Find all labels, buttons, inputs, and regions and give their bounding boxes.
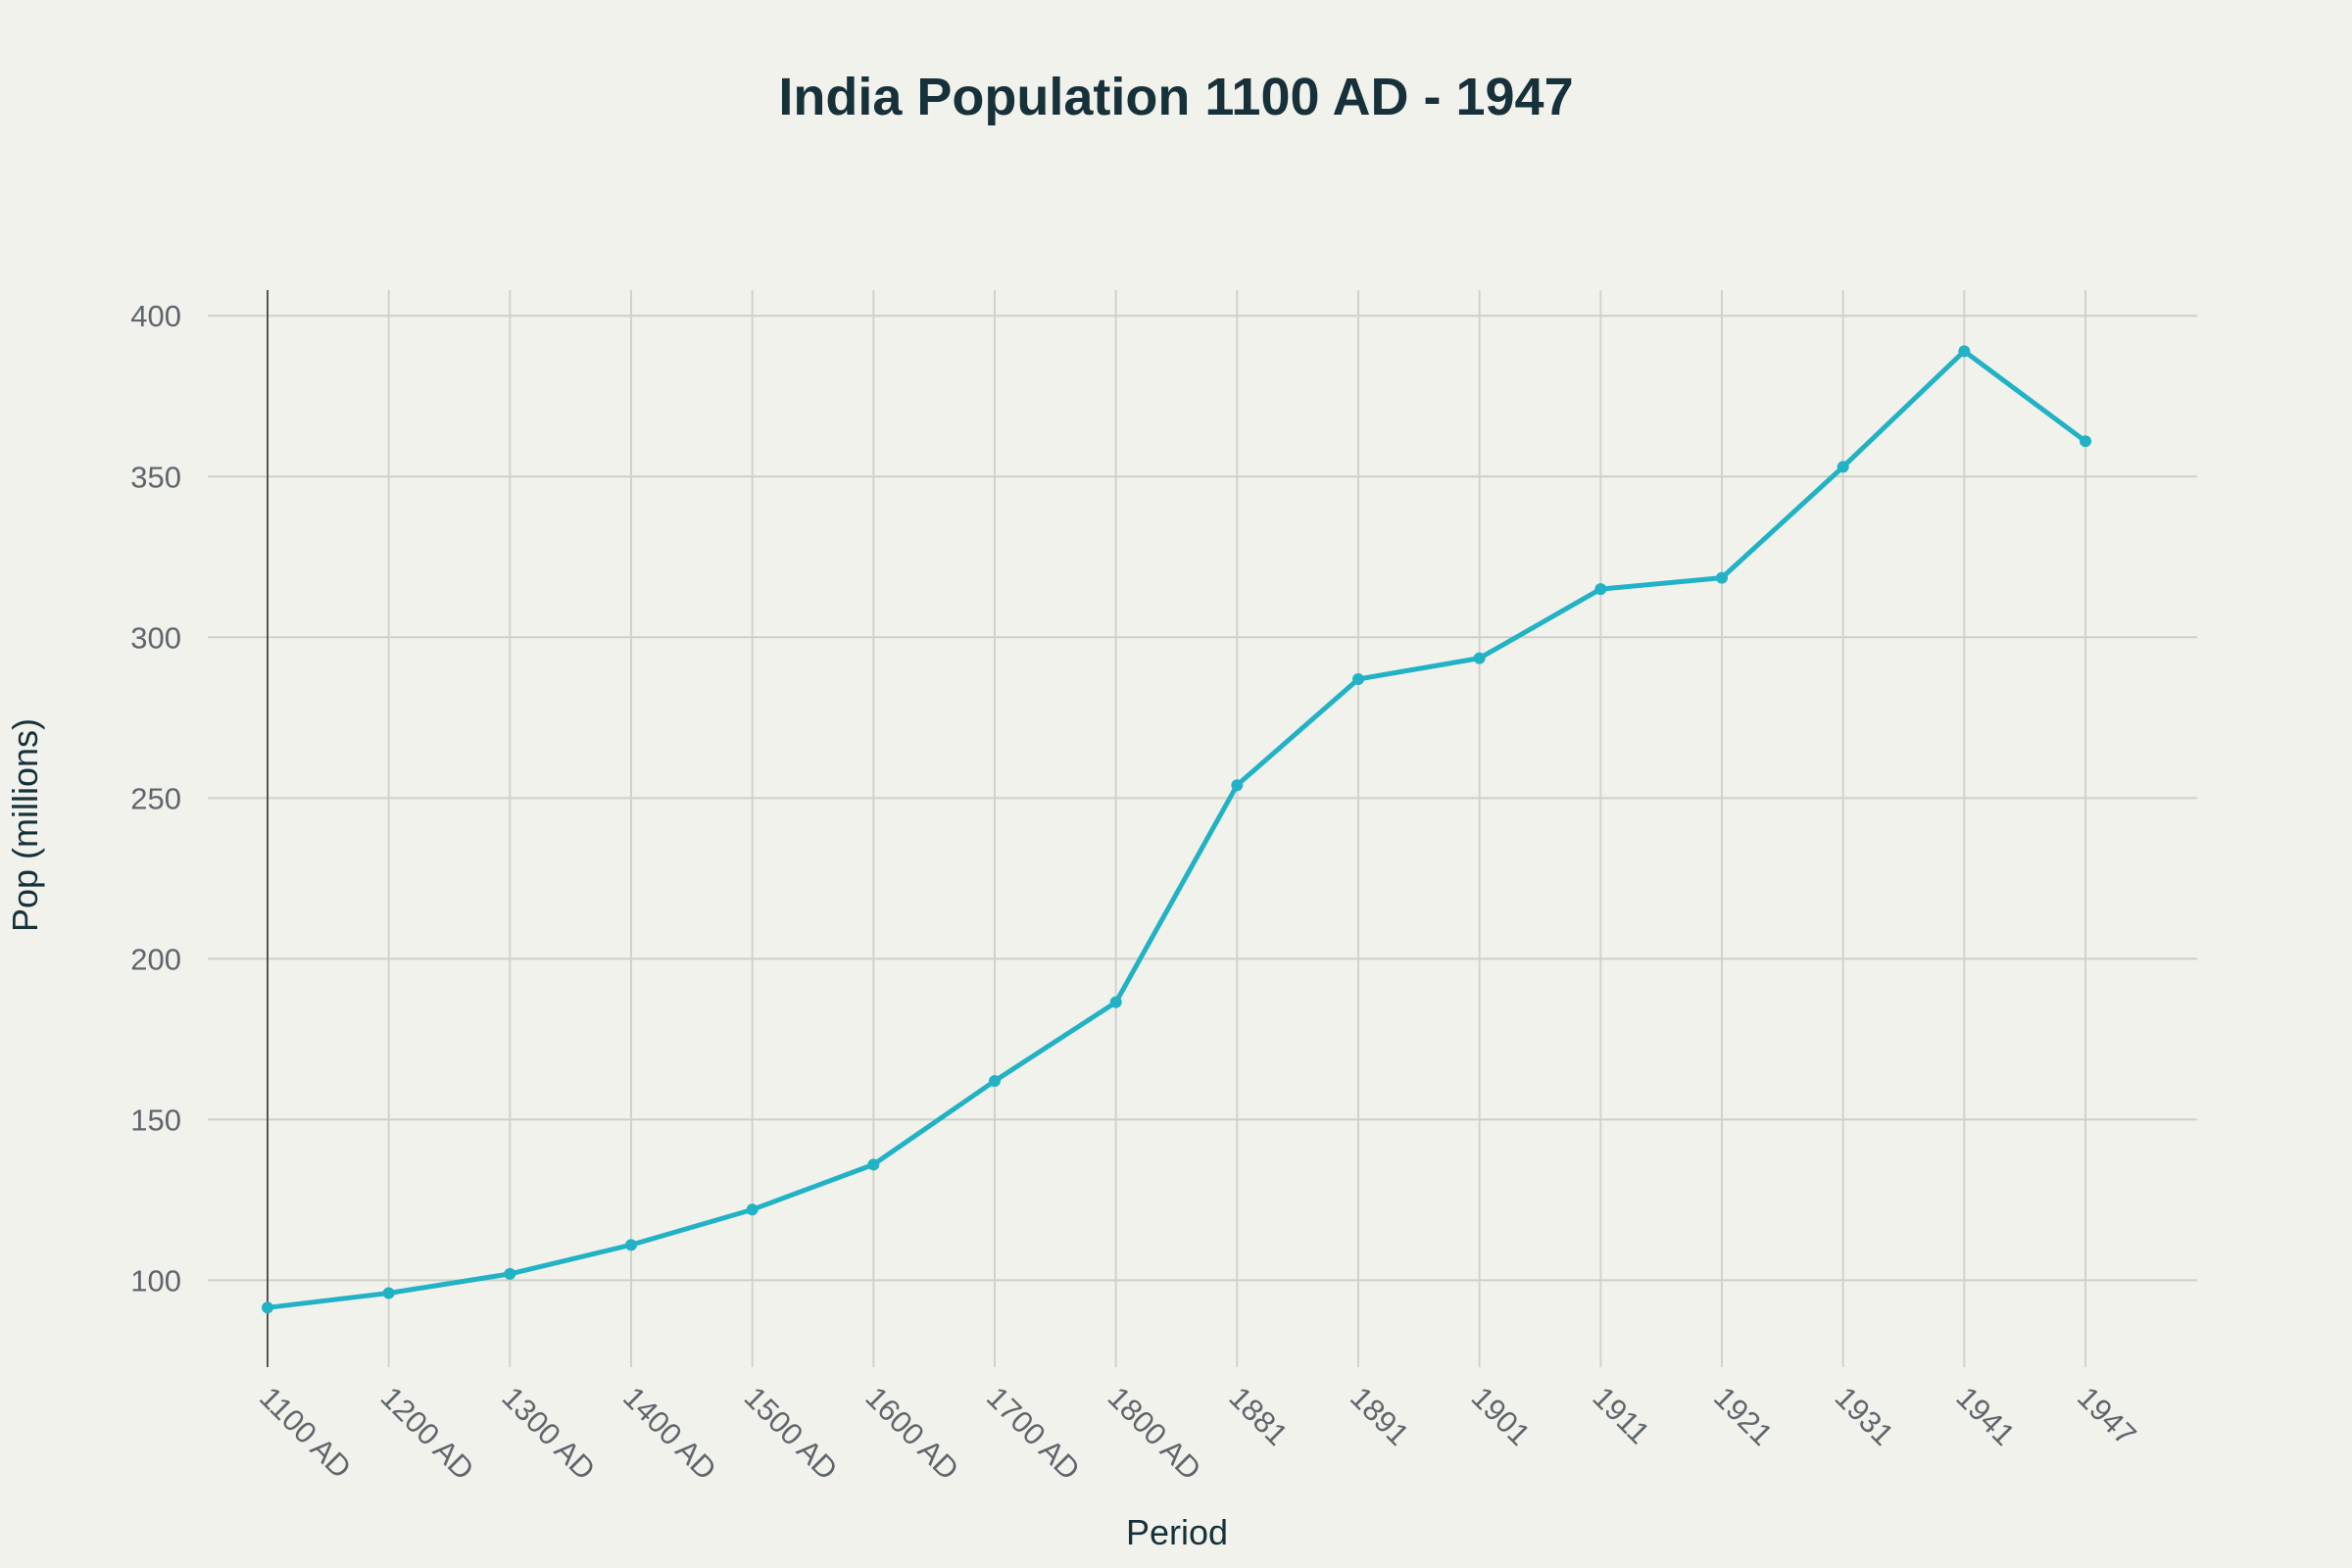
y-tick-label-200: 200 bbox=[130, 942, 181, 976]
series-line bbox=[265, 348, 2088, 1310]
x-tick-label-10: 1901 bbox=[1465, 1380, 1538, 1452]
x-tick-label-12: 1921 bbox=[1707, 1380, 1780, 1452]
x-tick-label-2: 1300 AD bbox=[495, 1380, 602, 1487]
data-point-12 bbox=[1716, 571, 1728, 584]
series-markers bbox=[262, 345, 2091, 1314]
x-tick-label-13: 1931 bbox=[1829, 1380, 1901, 1452]
data-point-8 bbox=[1231, 779, 1244, 792]
x-tick-label-3: 1400 AD bbox=[616, 1380, 723, 1487]
x-tick-label-0: 1100 AD bbox=[253, 1380, 358, 1485]
data-point-7 bbox=[1109, 996, 1122, 1008]
x-axis-title: Period bbox=[1126, 1512, 1228, 1552]
x-tick-label-9: 1891 bbox=[1344, 1380, 1416, 1452]
data-point-5 bbox=[867, 1158, 880, 1171]
x-tick-label-5: 1600 AD bbox=[858, 1380, 965, 1487]
x-tick-label-15: 1947 bbox=[2071, 1380, 2143, 1452]
y-tick-label-150: 150 bbox=[130, 1102, 181, 1137]
x-tick-label-8: 1881 bbox=[1222, 1380, 1295, 1452]
data-point-13 bbox=[1837, 461, 1849, 473]
x-tick-label-11: 1911 bbox=[1586, 1380, 1656, 1450]
x-tick-label-4: 1500 AD bbox=[738, 1380, 845, 1487]
x-axis-tick-labels: 1100 AD 1200 AD 1300 AD 1400 AD 1500 AD 1600 … bbox=[253, 1380, 2143, 1487]
data-point-2 bbox=[504, 1267, 516, 1280]
x-tick-label-6: 1700 AD bbox=[980, 1380, 1087, 1487]
data-point-1 bbox=[382, 1287, 395, 1299]
data-point-14 bbox=[1958, 345, 1971, 358]
data-point-15 bbox=[2080, 435, 2091, 448]
x-tick-label-1: 1200 AD bbox=[374, 1380, 481, 1487]
y-axis-tick-labels: 100 150 200 250 300 350 400 bbox=[130, 299, 181, 1298]
y-tick-label-350: 350 bbox=[130, 460, 181, 494]
vertical-gridlines bbox=[387, 290, 2086, 1367]
x-tick-label-7: 1800 AD bbox=[1102, 1380, 1208, 1487]
y-tick-label-400: 400 bbox=[130, 299, 181, 333]
data-point-0 bbox=[262, 1301, 273, 1314]
horizontal-gridlines bbox=[208, 315, 2197, 1282]
data-point-10 bbox=[1473, 652, 1486, 664]
data-point-3 bbox=[625, 1239, 637, 1251]
y-tick-label-100: 100 bbox=[130, 1263, 181, 1298]
x-tick-label-14: 1941 bbox=[1949, 1380, 2022, 1452]
data-point-11 bbox=[1594, 583, 1607, 596]
data-point-6 bbox=[989, 1075, 1001, 1088]
y-tick-label-300: 300 bbox=[130, 620, 181, 655]
y-tick-label-250: 250 bbox=[130, 781, 181, 815]
data-point-9 bbox=[1352, 672, 1364, 685]
chart-title: India Population 1100 AD - 1947 bbox=[778, 68, 1573, 126]
y-axis-title: Pop (millions) bbox=[5, 718, 45, 932]
data-point-4 bbox=[746, 1203, 759, 1216]
